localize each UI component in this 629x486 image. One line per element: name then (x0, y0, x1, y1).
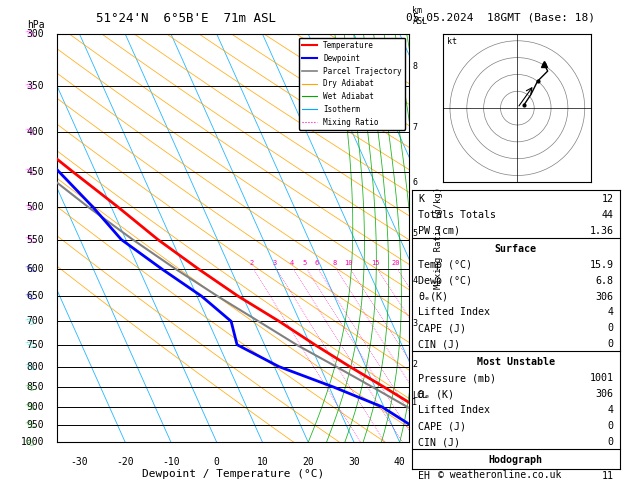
Text: θₑ(K): θₑ(K) (418, 292, 448, 301)
Text: 500: 500 (26, 202, 44, 212)
Text: 3: 3 (413, 319, 418, 328)
Text: 306: 306 (595, 389, 613, 399)
Text: Dewp (°C): Dewp (°C) (418, 276, 472, 286)
Text: CIN (J): CIN (J) (418, 437, 460, 447)
Text: 750: 750 (26, 340, 44, 350)
Text: 6: 6 (314, 260, 318, 266)
Text: 5: 5 (303, 260, 307, 266)
Text: 5: 5 (413, 229, 418, 238)
Text: 450: 450 (26, 167, 44, 176)
Text: 10: 10 (345, 260, 353, 266)
Text: ///: /// (24, 419, 35, 431)
Text: 15: 15 (371, 260, 380, 266)
Text: 20: 20 (303, 456, 314, 467)
Text: 2: 2 (250, 260, 254, 266)
Text: 350: 350 (26, 81, 44, 91)
Text: Hodograph: Hodograph (489, 455, 543, 465)
Legend: Temperature, Dewpoint, Parcel Trajectory, Dry Adiabat, Wet Adiabat, Isotherm, Mi: Temperature, Dewpoint, Parcel Trajectory… (299, 38, 405, 130)
Text: 900: 900 (26, 401, 44, 412)
Text: 1001: 1001 (589, 373, 613, 383)
Text: 30: 30 (348, 456, 360, 467)
Text: Mixing Ratio (g/kg): Mixing Ratio (g/kg) (433, 187, 443, 289)
Text: ///: /// (24, 291, 35, 302)
Text: ///: /// (24, 339, 35, 350)
Text: 800: 800 (26, 362, 44, 372)
Text: ///: /// (24, 126, 35, 138)
Text: LCL: LCL (413, 391, 427, 399)
Text: 8: 8 (332, 260, 337, 266)
Text: 0: 0 (608, 339, 613, 349)
Text: 20: 20 (391, 260, 399, 266)
Text: 4: 4 (608, 405, 613, 415)
Text: 2: 2 (413, 360, 418, 369)
Text: EH: EH (418, 471, 430, 481)
Text: 850: 850 (26, 382, 44, 392)
Text: 4: 4 (413, 276, 418, 285)
Text: PW (cm): PW (cm) (418, 226, 460, 236)
Text: ///: /// (24, 315, 35, 327)
Text: 11: 11 (601, 471, 613, 481)
Text: ///: /// (24, 202, 35, 213)
Text: 51°24'N  6°5B'E  71m ASL: 51°24'N 6°5B'E 71m ASL (96, 12, 276, 25)
Text: 550: 550 (26, 235, 44, 244)
Text: 40: 40 (394, 456, 406, 467)
Text: 0: 0 (608, 437, 613, 447)
Text: hPa: hPa (26, 20, 44, 30)
Text: ///: /// (24, 361, 35, 372)
Text: ///: /// (24, 436, 35, 448)
Text: 0: 0 (608, 421, 613, 431)
Text: 15.9: 15.9 (589, 260, 613, 270)
Text: 0: 0 (214, 456, 220, 467)
Text: Pressure (mb): Pressure (mb) (418, 373, 496, 383)
Text: 6: 6 (413, 178, 418, 187)
Text: © weatheronline.co.uk: © weatheronline.co.uk (438, 470, 562, 480)
Text: 1: 1 (413, 398, 418, 407)
Text: 306: 306 (595, 292, 613, 301)
Text: ///: /// (24, 401, 35, 412)
Text: 600: 600 (26, 264, 44, 274)
Text: ///: /// (24, 166, 35, 177)
Text: Lifted Index: Lifted Index (418, 405, 490, 415)
Text: kt: kt (447, 37, 457, 46)
Text: Totals Totals: Totals Totals (418, 209, 496, 220)
Text: 10: 10 (257, 456, 269, 467)
Text: 4: 4 (289, 260, 294, 266)
Text: 400: 400 (26, 126, 44, 137)
Text: 300: 300 (26, 29, 44, 39)
Text: 650: 650 (26, 291, 44, 301)
Text: 700: 700 (26, 316, 44, 326)
Text: ///: /// (24, 234, 35, 245)
Text: 05.05.2024  18GMT (Base: 18): 05.05.2024 18GMT (Base: 18) (406, 12, 594, 22)
Text: θₑ (K): θₑ (K) (418, 389, 454, 399)
Text: ///: /// (24, 382, 35, 393)
Text: 3: 3 (273, 260, 277, 266)
Text: 6.8: 6.8 (595, 276, 613, 286)
Text: ///: /// (24, 263, 35, 275)
Text: 1000: 1000 (21, 437, 44, 447)
Text: 8: 8 (413, 62, 418, 71)
Text: K: K (418, 194, 424, 204)
Text: Dewpoint / Temperature (°C): Dewpoint / Temperature (°C) (142, 469, 324, 479)
Text: Surface: Surface (495, 244, 537, 254)
Text: CAPE (J): CAPE (J) (418, 323, 466, 333)
Text: 44: 44 (601, 209, 613, 220)
Text: Lifted Index: Lifted Index (418, 308, 490, 317)
Text: -10: -10 (162, 456, 180, 467)
Text: ///: /// (24, 81, 35, 92)
Text: km
ASL: km ASL (413, 6, 427, 26)
Text: Most Unstable: Most Unstable (477, 358, 555, 367)
Text: Temp (°C): Temp (°C) (418, 260, 472, 270)
Text: 950: 950 (26, 420, 44, 430)
Text: 7: 7 (413, 123, 418, 132)
Text: -30: -30 (70, 456, 88, 467)
Text: 12: 12 (601, 194, 613, 204)
Text: ///: /// (24, 28, 35, 40)
Text: 4: 4 (608, 308, 613, 317)
Text: 1.36: 1.36 (589, 226, 613, 236)
Text: CAPE (J): CAPE (J) (418, 421, 466, 431)
Text: -20: -20 (116, 456, 134, 467)
Text: CIN (J): CIN (J) (418, 339, 460, 349)
Text: 0: 0 (608, 323, 613, 333)
